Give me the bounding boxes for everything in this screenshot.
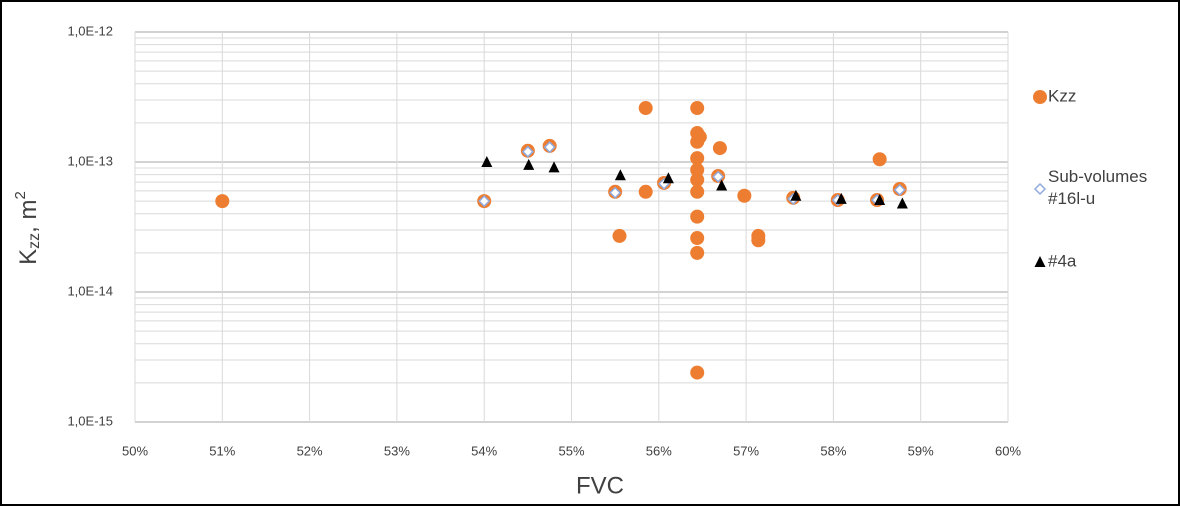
x-tick-label: 50%: [122, 443, 148, 458]
point: [712, 170, 725, 183]
point: [690, 365, 705, 380]
point: [737, 188, 752, 203]
y-label-sub: zz: [26, 233, 43, 249]
y-axis-title: Kzz, m2: [12, 191, 43, 265]
point: [690, 172, 705, 187]
point: [893, 183, 906, 196]
point: [790, 189, 802, 201]
point: [662, 172, 674, 184]
x-tick-label: 51%: [209, 443, 235, 458]
point: [896, 197, 908, 209]
x-tick-label: 52%: [297, 443, 323, 458]
y-tick-label: 1,0E-12: [67, 23, 113, 38]
legend-label: Kzz: [1048, 86, 1076, 105]
legend-marker: [1033, 182, 1047, 196]
point: [614, 169, 626, 181]
x-tick-label: 54%: [471, 443, 497, 458]
legend-marker: [1033, 90, 1047, 104]
y-label-unit: , m: [15, 200, 42, 233]
legend-marker: [1034, 256, 1046, 267]
legend-label: #4a: [1048, 251, 1077, 270]
point: [716, 179, 728, 191]
point: [215, 194, 230, 209]
point: [690, 162, 705, 177]
point: [521, 145, 534, 158]
point: [543, 141, 556, 154]
point: [872, 152, 887, 167]
point: [478, 195, 491, 208]
point: [692, 129, 707, 144]
x-tick-label: 57%: [733, 443, 759, 458]
point: [638, 184, 653, 199]
point: [690, 151, 705, 166]
x-axis-title: FVC: [576, 472, 624, 499]
point: [609, 186, 622, 199]
legend-label: Sub-volumes #16l-u: [1048, 167, 1147, 208]
x-tick-label: 53%: [384, 443, 410, 458]
y-label-sup: 2: [12, 191, 29, 199]
point: [523, 158, 535, 170]
y-label-main: K: [15, 249, 42, 265]
point: [751, 233, 766, 248]
x-tick-label: 58%: [820, 443, 846, 458]
x-tick-label: 60%: [995, 443, 1021, 458]
point: [612, 228, 627, 243]
point: [874, 194, 886, 206]
x-tick-label: 56%: [646, 443, 672, 458]
point: [690, 101, 705, 116]
point: [690, 245, 705, 260]
x-tick-label: 55%: [558, 443, 584, 458]
legend-label-line: #16l-u: [1048, 189, 1095, 208]
point: [548, 161, 560, 173]
point: [712, 141, 727, 156]
y-tick-label: 1,0E-13: [67, 153, 113, 168]
point: [835, 192, 847, 204]
legend-label-line: Sub-volumes: [1048, 167, 1147, 186]
y-tick-label: 1,0E-14: [67, 283, 113, 298]
y-tick-label: 1,0E-15: [67, 413, 113, 428]
point: [690, 231, 705, 246]
point: [690, 184, 705, 199]
x-tick-label: 59%: [908, 443, 934, 458]
point: [690, 209, 705, 224]
point: [481, 156, 493, 167]
point: [638, 101, 653, 116]
